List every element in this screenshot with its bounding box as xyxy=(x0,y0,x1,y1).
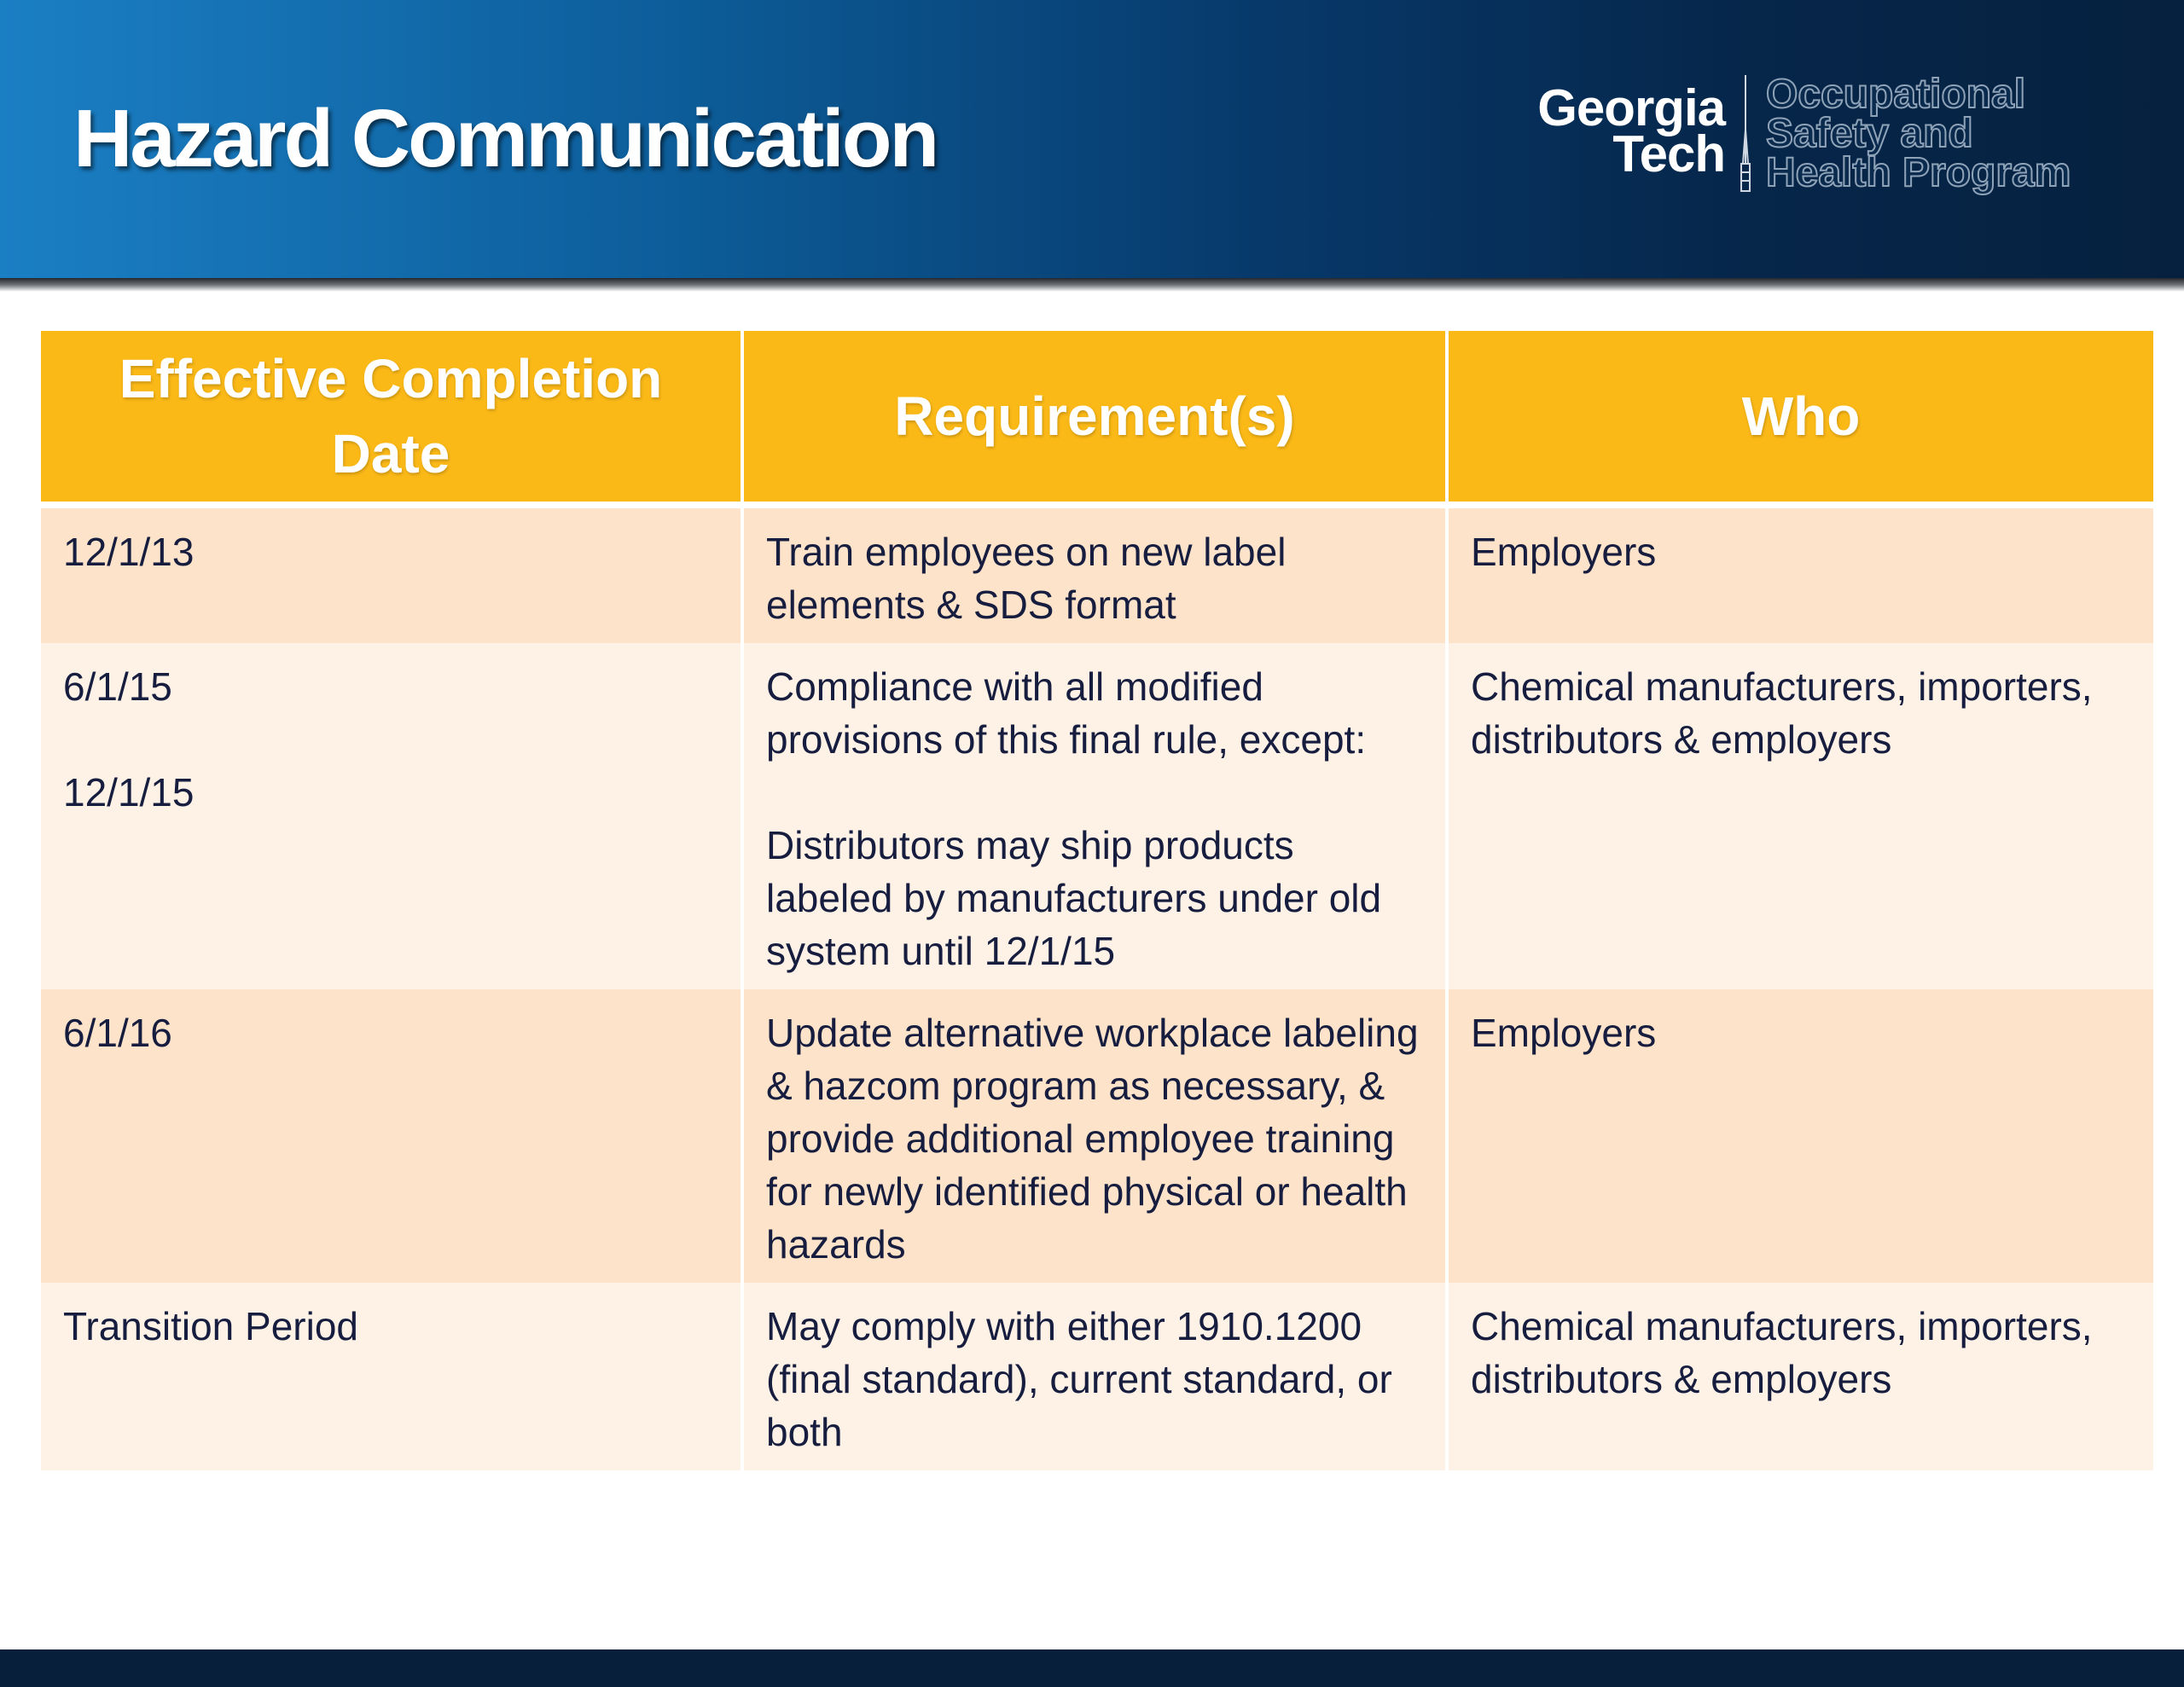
column-header-who: Who xyxy=(1445,331,2153,508)
date-cell: Transition Period xyxy=(41,1283,742,1470)
date-text-secondary: 12/1/15 xyxy=(63,770,195,815)
cell-spacer xyxy=(63,713,720,766)
requirement-cell: Update alternative workplace labeling & … xyxy=(741,989,1447,1283)
who-cell: Employers xyxy=(1445,989,2153,1283)
requirement-cell: May comply with either 1910.1200 (final … xyxy=(741,1283,1447,1470)
requirement-cell: Compliance with all modified provisions … xyxy=(741,643,1447,989)
program-name-logo: Occupational Safety and Health Program xyxy=(1765,72,2071,195)
who-cell: Chemical manufacturers, importers, distr… xyxy=(1445,1283,2153,1470)
tower-icon xyxy=(1740,75,1751,192)
requirement-cell: Train employees on new label elements & … xyxy=(741,505,1447,643)
program-line-2: Safety and xyxy=(1765,111,1974,156)
requirement-text: Compliance with all modified provisions … xyxy=(766,664,1367,762)
requirement-text-secondary: Distributors may ship products labeled b… xyxy=(766,823,1382,973)
logo-line-tech: Tech xyxy=(1612,125,1726,183)
date-cell: 6/1/15 12/1/15 xyxy=(41,643,742,989)
date-text: 6/1/15 xyxy=(63,664,172,709)
table-row: Transition Period May comply with either… xyxy=(41,1283,2153,1470)
program-line-1: Occupational xyxy=(1765,72,2026,117)
table-row: 12/1/13 Train employees on new label ele… xyxy=(41,505,2153,643)
requirements-table: Effective Completion Date Requirement(s)… xyxy=(41,331,2153,1470)
date-cell: 6/1/16 xyxy=(41,989,742,1283)
cell-spacer xyxy=(766,766,1425,819)
who-cell: Chemical manufacturers, importers, distr… xyxy=(1445,643,2153,989)
column-header-date: Effective Completion Date xyxy=(41,331,742,508)
who-cell: Employers xyxy=(1445,505,2153,643)
date-cell: 12/1/13 xyxy=(41,505,742,643)
table-row: 6/1/16 Update alternative workplace labe… xyxy=(41,989,2153,1283)
slide-header: Hazard Communication Georgia Tech Occupa… xyxy=(0,0,2184,278)
table-row: 6/1/15 12/1/15 Compliance with all modif… xyxy=(41,643,2153,989)
slide-title: Hazard Communication xyxy=(73,93,939,184)
program-line-3: Health Program xyxy=(1765,150,2071,195)
footer-bar xyxy=(0,1649,2184,1687)
logo-line-georgia: Georgia xyxy=(1537,79,1726,136)
header-shadow xyxy=(0,278,2184,292)
table-header-row: Effective Completion Date Requirement(s)… xyxy=(41,331,2153,508)
column-header-requirements: Requirement(s) xyxy=(741,331,1447,508)
georgia-tech-logo: Georgia Tech xyxy=(1502,79,1726,183)
